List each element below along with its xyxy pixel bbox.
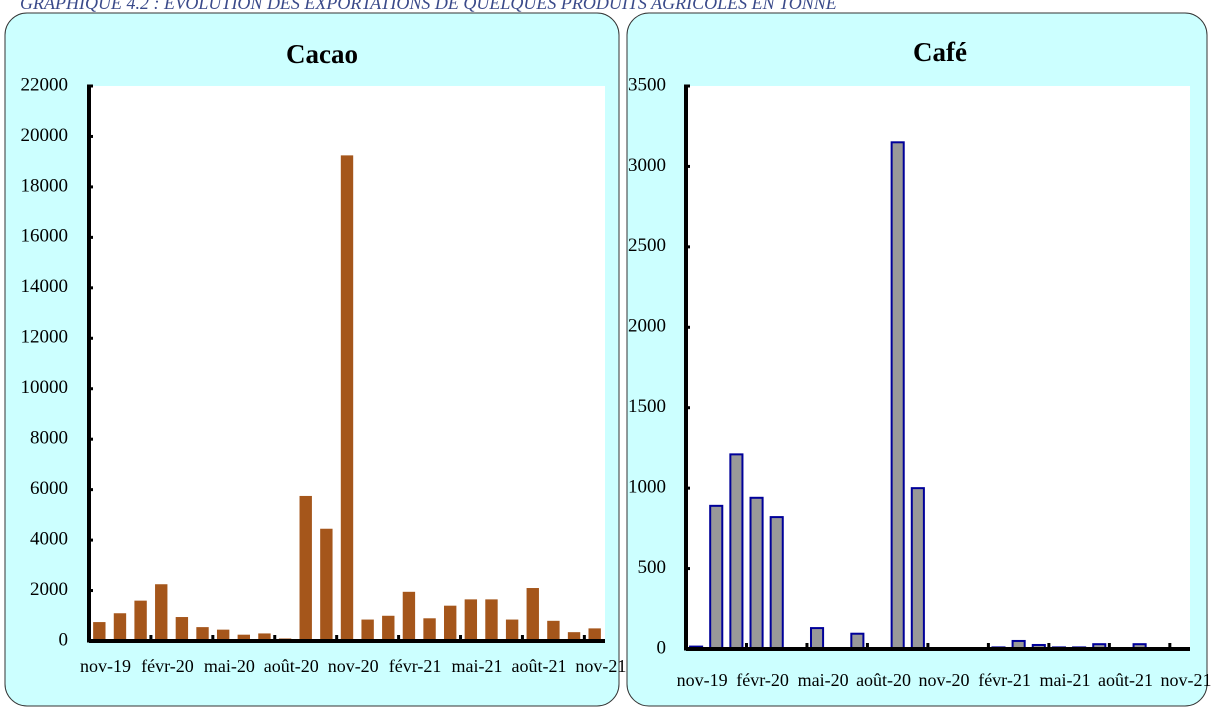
bar [485, 599, 498, 641]
x-tick-label: févr-21 [389, 656, 442, 676]
x-tick-label: mai-21 [1040, 670, 1091, 690]
x-tick-label: août-21 [511, 656, 566, 676]
y-tick-label: 6000 [30, 478, 68, 499]
bar [340, 155, 354, 641]
x-tick-label: févr-20 [736, 670, 789, 690]
y-tick-label: 22000 [21, 74, 69, 95]
bar [464, 599, 478, 641]
x-tick-label: mai-21 [452, 656, 503, 676]
bar [113, 613, 127, 641]
x-tick-label: nov-21 [575, 656, 626, 676]
bar [155, 584, 168, 641]
bar [769, 516, 784, 651]
x-tick-label: nov-20 [328, 656, 379, 676]
bar [258, 633, 271, 641]
bar [910, 487, 925, 650]
bar [588, 628, 601, 641]
bar [567, 632, 581, 641]
bar [196, 627, 209, 641]
y-tick-label: 2000 [30, 579, 68, 600]
bar [444, 605, 457, 641]
x-tick-label: nov-19 [80, 656, 131, 676]
y-tick-label: 4000 [30, 528, 68, 549]
x-tick-label: nov-19 [677, 670, 728, 690]
bar [382, 615, 395, 641]
bar [134, 600, 147, 641]
x-tick-label: mai-20 [204, 656, 255, 676]
bar [547, 620, 560, 641]
y-tick-label: 10000 [21, 377, 69, 398]
x-tick-label: nov-21 [1160, 670, 1211, 690]
y-tick-label: 16000 [21, 226, 69, 247]
x-tick-label: nov-20 [919, 670, 970, 690]
y-tick-label: 20000 [21, 125, 69, 146]
y-tick-label: 8000 [30, 428, 68, 449]
y-tick-label: 1000 [628, 477, 666, 498]
y-tick-label: 2000 [628, 316, 666, 337]
x-tick-label: août-20 [856, 670, 911, 690]
bar [423, 618, 436, 641]
y-tick-label: 0 [657, 637, 667, 658]
bar [729, 453, 744, 650]
bar [890, 141, 905, 651]
x-tick-label: août-20 [264, 656, 319, 676]
bar [237, 634, 250, 641]
y-tick-label: 3000 [628, 155, 666, 176]
bar [809, 627, 825, 650]
bar [320, 528, 333, 641]
bar [749, 496, 764, 650]
bar [361, 619, 374, 641]
y-tick-label: 1500 [628, 396, 666, 417]
chart-title: Café [913, 37, 967, 67]
bar [216, 629, 230, 641]
x-tick-label: mai-20 [798, 670, 849, 690]
bar [526, 588, 539, 641]
bar [402, 591, 416, 641]
bar [299, 495, 312, 641]
y-tick-label: 18000 [21, 175, 69, 196]
chart-title: Cacao [286, 39, 358, 69]
y-tick-label: 0 [59, 629, 69, 650]
bar [850, 632, 865, 650]
y-tick-label: 2500 [628, 235, 666, 256]
y-tick-label: 500 [638, 557, 667, 578]
bar [709, 504, 724, 650]
y-tick-label: 14000 [21, 276, 69, 297]
x-tick-label: févr-21 [978, 670, 1031, 690]
bar [175, 617, 189, 641]
bar [93, 622, 106, 641]
y-tick-label: 12000 [21, 327, 69, 348]
bar [505, 619, 519, 641]
y-tick-label: 3500 [628, 74, 666, 95]
x-tick-label: août-21 [1098, 670, 1153, 690]
x-tick-label: févr-20 [141, 656, 194, 676]
page-title: GRAPHIQUE 4.2 : EVOLUTION DES EXPORTATIO… [20, 0, 837, 13]
